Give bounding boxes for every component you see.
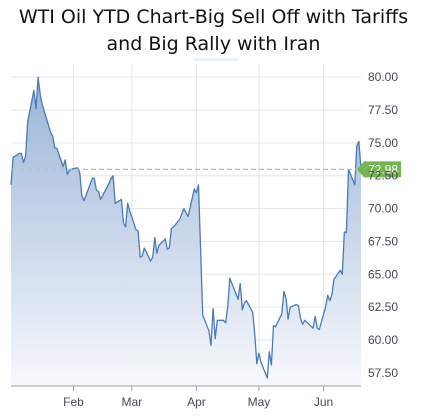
x-axis: Feb Mar Apr May Jun <box>11 385 361 409</box>
x-tick-label: Mar <box>121 395 142 409</box>
series-area-fill <box>11 77 361 386</box>
x-tick-label: Apr <box>187 395 206 409</box>
chart-title-line-2: and Big Rally with Iran <box>106 33 321 55</box>
current-value-badge <box>357 161 401 178</box>
x-tick-label: May <box>248 395 271 409</box>
y-tick-label: 57.50 <box>368 366 398 380</box>
x-tick-label: Jun <box>314 395 333 409</box>
y-tick-label: 80.00 <box>368 70 398 84</box>
y-tick-label: 65.00 <box>368 267 398 281</box>
y-tick-label: 70.00 <box>368 202 398 216</box>
area-series <box>10 76 362 386</box>
y-tick-label: 62.50 <box>368 300 398 314</box>
y-tick-label: 75.00 <box>368 136 398 150</box>
current-value-label: 72.98 <box>368 162 398 176</box>
range-selector-handle[interactable] <box>193 58 239 61</box>
y-tick-label: 72.50 <box>368 169 398 183</box>
current-value-marker: 72.98 <box>11 161 401 178</box>
y-tick-label: 77.50 <box>368 103 398 117</box>
x-tick-label: Feb <box>63 395 84 409</box>
y-axis: 57.50 60.00 62.50 65.00 67.50 70.00 72.50 75.00… <box>368 70 398 380</box>
y-tick-label: 60.00 <box>368 333 398 347</box>
y-tick-label: 67.50 <box>368 234 398 248</box>
chart-title: WTI Oil YTD Chart-Big Sell Off with Tari… <box>0 4 427 58</box>
chart-title-line-1: WTI Oil YTD Chart-Big Sell Off with Tari… <box>18 6 409 28</box>
series-line <box>10 76 362 379</box>
